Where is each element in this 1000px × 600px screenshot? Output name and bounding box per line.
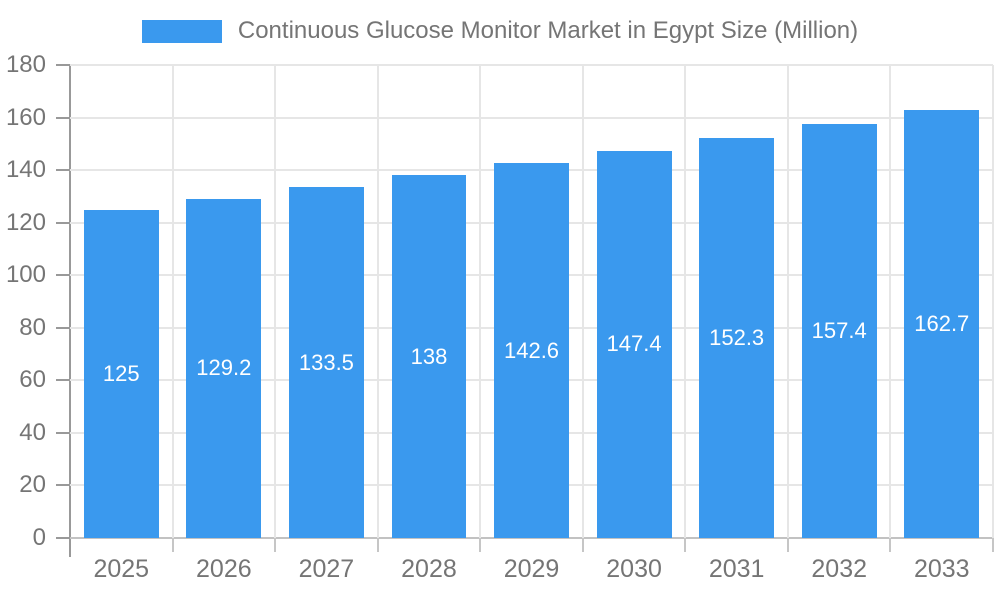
legend-swatch [141, 19, 222, 43]
x-axis-label-2033: 2033 [913, 555, 970, 583]
bar-columns: 125 129.2 133.5 138 142.6 147.4 152.3 157.4 162.… [70, 65, 993, 538]
y-axis-tick-label: 60 [19, 366, 46, 394]
grid-line-vertical [684, 65, 687, 538]
x-axis-tick [786, 538, 789, 552]
y-axis-tick [56, 379, 70, 382]
y-axis-tick-label: 160 [5, 103, 46, 131]
x-axis-tick [684, 538, 687, 552]
x-axis-label-2031: 2031 [708, 555, 765, 583]
y-axis-tick [56, 221, 70, 224]
bar-value-label: 125 [102, 360, 140, 386]
y-axis-tick-label: 180 [5, 51, 46, 78]
x-axis-tick [274, 538, 277, 552]
bar-column-2028: 138 [378, 65, 481, 538]
y-axis-tick-label: 20 [19, 471, 46, 499]
y-axis-tick-label: 80 [19, 313, 46, 341]
grid-line-vertical [581, 65, 584, 538]
x-axis-tick [376, 538, 379, 552]
bar-column-2031: 152.3 [685, 65, 788, 538]
bar-value-label: 129.2 [196, 355, 252, 381]
chart-legend: Continuous Glucose Monitor Market in Egy… [0, 12, 1000, 50]
x-axis-tick [171, 538, 174, 552]
bar-column-2027: 133.5 [275, 65, 378, 538]
grid-line-vertical [376, 65, 379, 538]
bar-column-2030: 147.4 [583, 65, 686, 538]
bar-value-label: 142.6 [503, 337, 560, 363]
y-axis-line [69, 65, 71, 557]
x-axis-tick [581, 538, 584, 552]
bar-value-label: 152.3 [709, 324, 765, 350]
y-axis-tick [56, 64, 70, 66]
y-axis-tick-label: 0 [32, 524, 46, 551]
y-axis-tick [56, 431, 70, 434]
y-axis-tick-label: 120 [5, 208, 46, 236]
bar-value-label: 133.5 [298, 349, 354, 375]
bar-column-2032: 157.4 [788, 65, 891, 538]
bar-2032: 157.4 [801, 124, 877, 538]
y-axis-tick [56, 169, 70, 172]
bar-2031: 152.3 [699, 137, 775, 538]
x-axis: 2025 2026 2027 2028 2029 2030 2031 2032 2033 [70, 555, 993, 584]
grid-line-vertical [992, 65, 994, 538]
y-axis: 0 20 40 60 80 100 120 140 160 180 [0, 53, 70, 550]
bar-value-label: 147.4 [606, 331, 662, 357]
y-axis-tick [56, 274, 70, 277]
x-axis-tick [479, 538, 482, 552]
x-axis-baseline [70, 537, 993, 539]
y-axis-tick-label: 40 [19, 418, 46, 446]
x-axis-label-2026: 2026 [196, 555, 252, 583]
bar-2026: 129.2 [186, 198, 262, 538]
grid-line [70, 64, 993, 66]
bar-value-label: 138 [410, 343, 448, 369]
x-axis-label-2028: 2028 [401, 555, 457, 583]
grid-line-vertical [171, 65, 174, 538]
bar-column-2025: 125 [70, 65, 173, 538]
x-axis-label-2032: 2032 [811, 555, 868, 583]
y-axis-tick-label: 100 [5, 261, 46, 289]
grid-line [70, 116, 993, 119]
bar-2027: 133.5 [288, 187, 364, 538]
bar-column-2033: 162.7 [891, 65, 994, 538]
x-axis-tick [992, 538, 994, 552]
bar-value-label: 157.4 [811, 318, 867, 344]
chart-title: Continuous Glucose Monitor Market in Egy… [237, 17, 859, 44]
x-axis-tick [889, 538, 892, 552]
bar-2029: 142.6 [494, 163, 569, 538]
y-axis-tick [56, 326, 70, 329]
bar-2033: 162.7 [904, 110, 980, 538]
bar-column-2029: 142.6 [480, 65, 583, 538]
grid-line-vertical [274, 65, 277, 538]
grid-line-vertical [786, 65, 789, 538]
x-axis-label-2025: 2025 [93, 555, 150, 583]
y-axis-tick-label: 140 [5, 156, 46, 184]
bar-2028: 138 [391, 175, 467, 538]
plot-area: 125 129.2 133.5 138 142.6 147.4 152.3 157.4 162.… [70, 64, 994, 552]
bar-2025: 125 [83, 209, 159, 538]
y-axis-tick [56, 116, 70, 119]
x-axis-label-2030: 2030 [606, 555, 662, 583]
bar-2030: 147.4 [596, 150, 672, 538]
y-axis-tick [56, 484, 70, 487]
bar-value-label: 162.7 [914, 311, 970, 337]
grid-line-vertical [479, 65, 482, 538]
x-axis-label-2029: 2029 [503, 555, 560, 583]
y-axis-tick [56, 537, 70, 539]
x-axis-label-2027: 2027 [298, 555, 355, 583]
bar-column-2026: 129.2 [173, 65, 276, 538]
grid-line-vertical [889, 65, 892, 538]
